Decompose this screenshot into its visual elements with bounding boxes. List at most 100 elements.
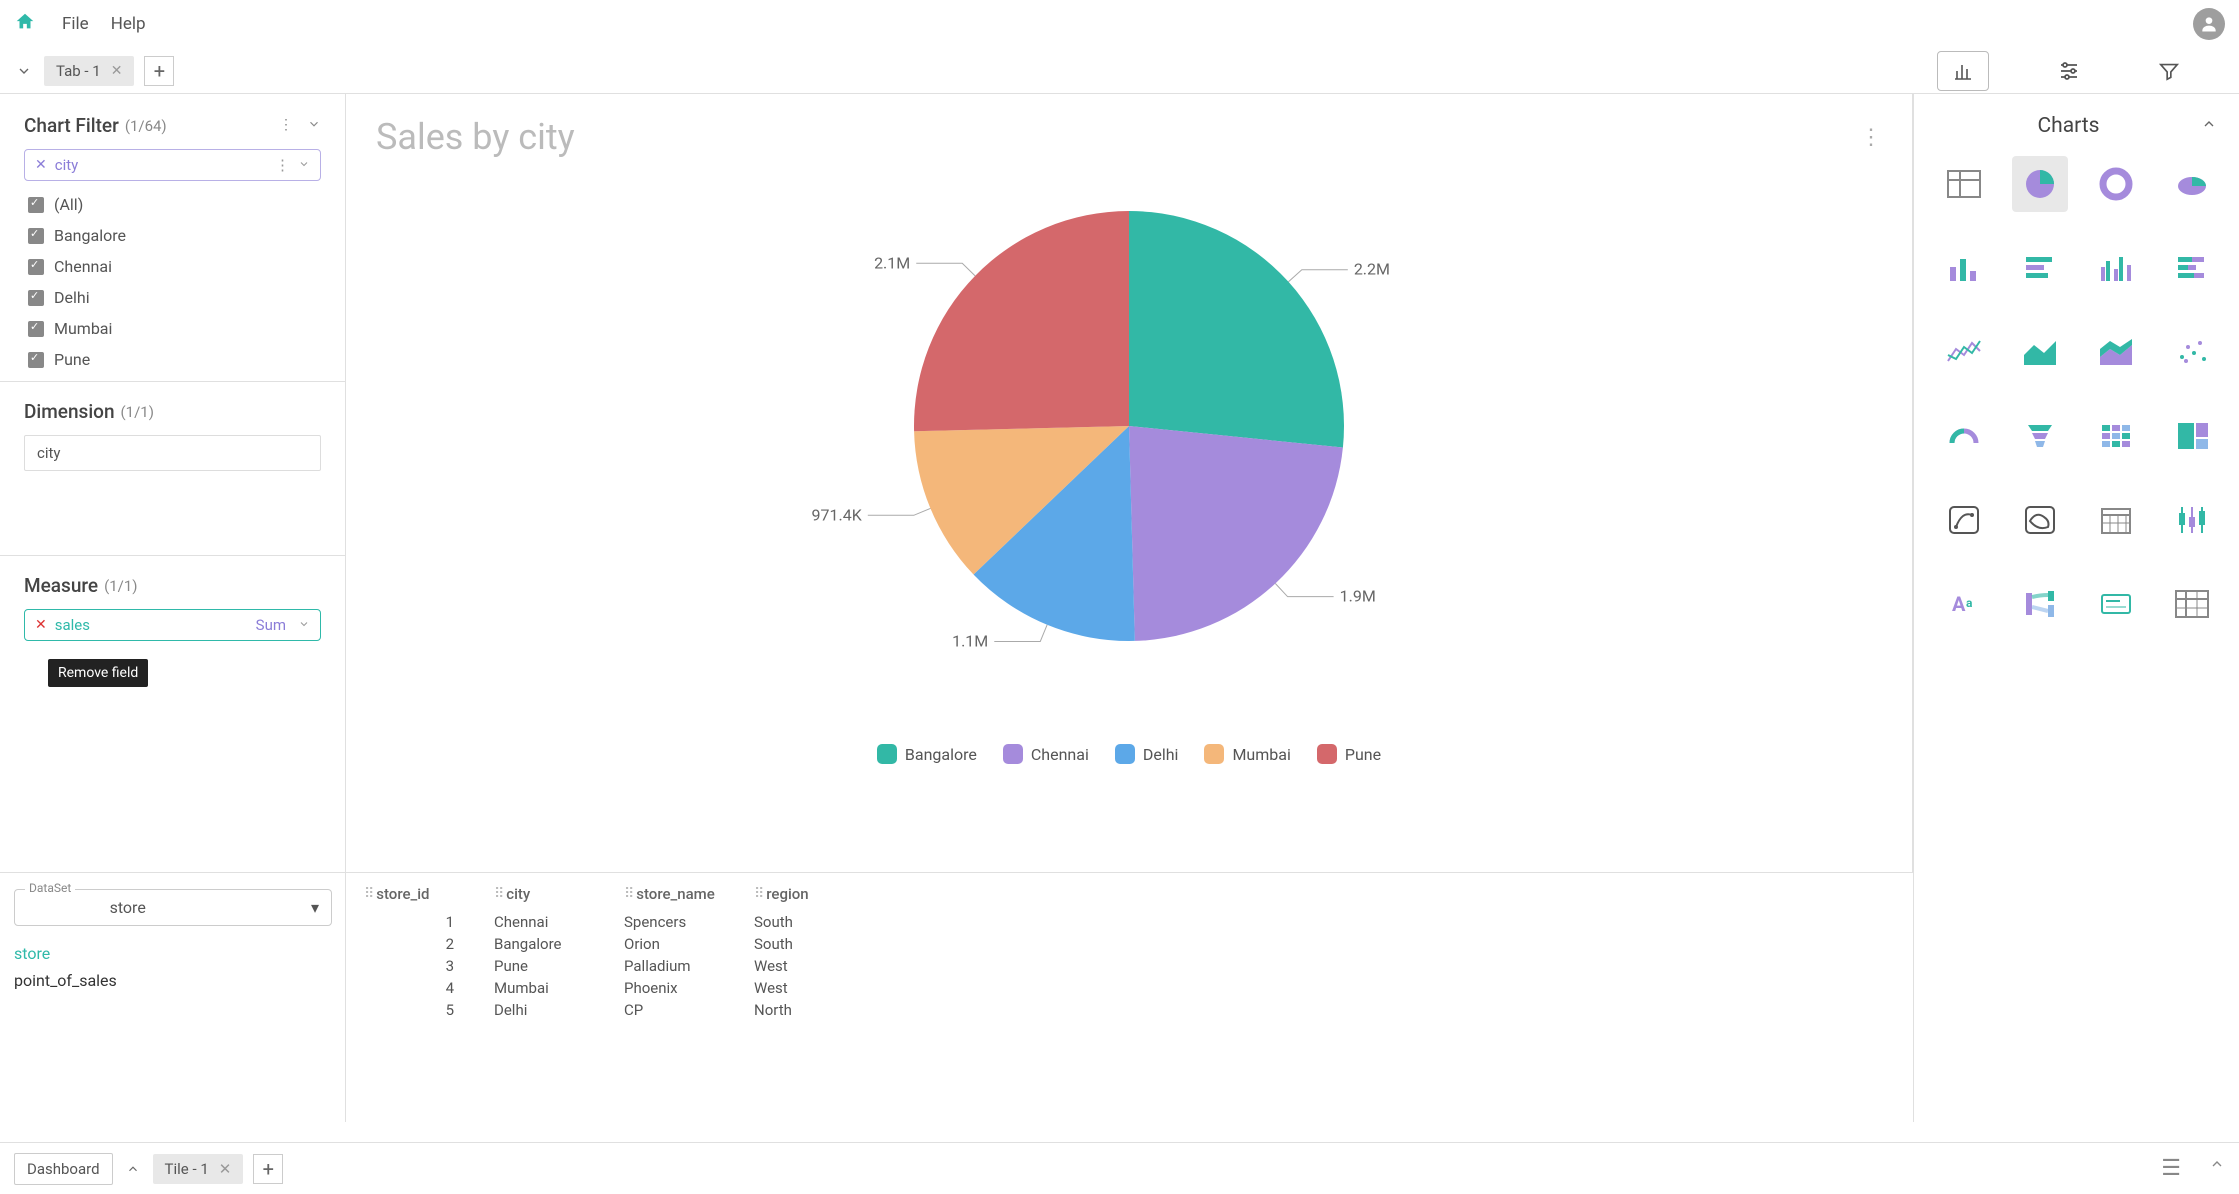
menu-file[interactable]: File bbox=[62, 14, 89, 34]
table-row[interactable]: 1ChennaiSpencersSouth bbox=[364, 911, 1895, 933]
filter-option[interactable]: Mumbai bbox=[28, 319, 321, 338]
chart-filter-more-icon[interactable]: ⋮ bbox=[279, 117, 293, 135]
chart-more-icon[interactable]: ⋮ bbox=[1860, 125, 1882, 150]
chart-type-pie[interactable] bbox=[2012, 156, 2068, 212]
footer-expand-icon[interactable] bbox=[123, 1159, 143, 1179]
tile-add-button[interactable]: + bbox=[253, 1154, 283, 1184]
settings-sliders-icon[interactable] bbox=[2049, 51, 2089, 91]
chart-type-scatter[interactable] bbox=[2164, 324, 2220, 380]
table-row[interactable]: 2BangaloreOrionSouth bbox=[364, 933, 1895, 955]
legend-swatch bbox=[1003, 744, 1023, 764]
tab-active[interactable]: Tab - 1 ✕ bbox=[44, 56, 134, 86]
checkbox-icon[interactable] bbox=[28, 259, 44, 275]
checkbox-icon[interactable] bbox=[28, 321, 44, 337]
drag-grip-icon[interactable]: ⠿ bbox=[494, 886, 502, 902]
chart-type-text[interactable]: Aa bbox=[1936, 576, 1992, 632]
table-header-cell[interactable]: ⠿city bbox=[494, 885, 624, 903]
legend-item[interactable]: Bangalore bbox=[877, 744, 977, 764]
chart-type-treemap[interactable] bbox=[2164, 408, 2220, 464]
filter-field-pill[interactable]: ✕ city ⋮ bbox=[24, 149, 321, 181]
chart-type-card[interactable] bbox=[2088, 576, 2144, 632]
measure-field-remove-icon[interactable]: ✕ bbox=[35, 617, 47, 633]
filter-option[interactable]: Chennai bbox=[28, 257, 321, 276]
checkbox-icon[interactable] bbox=[28, 290, 44, 306]
chart-type-map-route[interactable] bbox=[1936, 492, 1992, 548]
legend-item[interactable]: Pune bbox=[1317, 744, 1381, 764]
chart-type-map-area[interactable] bbox=[2012, 492, 2068, 548]
checkbox-icon[interactable] bbox=[28, 228, 44, 244]
filter-field-more-icon[interactable]: ⋮ bbox=[275, 156, 290, 174]
filter-option-label: Chennai bbox=[54, 257, 112, 276]
filter-option[interactable]: Delhi bbox=[28, 288, 321, 307]
footer-menu-icon[interactable]: ☰ bbox=[2161, 1156, 2181, 1181]
measure-title: Measure bbox=[24, 574, 98, 597]
table-header-cell[interactable]: ⠿region bbox=[754, 885, 854, 903]
chart-type-stacked-hbar[interactable] bbox=[2164, 240, 2220, 296]
drag-grip-icon[interactable]: ⠿ bbox=[364, 886, 372, 902]
chart-type-heatmap[interactable] bbox=[2088, 408, 2144, 464]
chart-filter-collapse-icon[interactable] bbox=[307, 117, 321, 135]
tab-close-icon[interactable]: ✕ bbox=[111, 63, 123, 79]
table-header-cell[interactable]: ⠿store_name bbox=[624, 885, 754, 903]
legend-item[interactable]: Delhi bbox=[1115, 744, 1179, 764]
dataset-select[interactable]: DataSet store ▾ bbox=[14, 889, 332, 926]
dataset-item[interactable]: point_of_sales bbox=[14, 967, 332, 994]
chart-type-calendar[interactable] bbox=[2088, 492, 2144, 548]
menubar: File Help bbox=[0, 0, 2239, 48]
chart-type-hbar[interactable] bbox=[2012, 240, 2068, 296]
tab-label: Tab - 1 bbox=[56, 62, 101, 80]
measure-agg-label[interactable]: Sum bbox=[256, 616, 286, 634]
pie-slice[interactable] bbox=[914, 211, 1129, 431]
tab-add-button[interactable]: + bbox=[144, 56, 174, 86]
filter-option[interactable]: (All) bbox=[28, 195, 321, 214]
chart-type-3d-pie[interactable] bbox=[2164, 156, 2220, 212]
charts-panel-collapse-icon[interactable] bbox=[2201, 116, 2217, 136]
legend-item[interactable]: Chennai bbox=[1003, 744, 1089, 764]
table-header-cell[interactable]: ⠿store_id bbox=[364, 885, 494, 903]
pie-slice[interactable] bbox=[1129, 211, 1344, 448]
chart-type-table[interactable] bbox=[1936, 156, 1992, 212]
menu-help[interactable]: Help bbox=[111, 14, 146, 34]
table-cell: 2 bbox=[364, 935, 494, 953]
chart-type-area[interactable] bbox=[2012, 324, 2068, 380]
column-label: store_name bbox=[636, 885, 715, 903]
table-row[interactable]: 5DelhiCPNorth bbox=[364, 999, 1895, 1021]
pie-slice[interactable] bbox=[1129, 426, 1343, 641]
chart-type-line[interactable] bbox=[1936, 324, 1992, 380]
tile-tab[interactable]: Tile - 1 ✕ bbox=[153, 1154, 244, 1184]
view-chart-icon[interactable] bbox=[1937, 51, 1989, 91]
table-row[interactable]: 3PunePalladiumWest bbox=[364, 955, 1895, 977]
tabs-dropdown-icon[interactable] bbox=[14, 61, 34, 81]
footer-collapse-icon[interactable] bbox=[2209, 1156, 2225, 1181]
user-avatar-icon[interactable] bbox=[2193, 8, 2225, 40]
dashboard-button[interactable]: Dashboard bbox=[14, 1153, 113, 1185]
drag-grip-icon[interactable]: ⠿ bbox=[624, 886, 632, 902]
home-icon[interactable] bbox=[14, 11, 40, 37]
legend-item[interactable]: Mumbai bbox=[1204, 744, 1290, 764]
filter-funnel-icon[interactable] bbox=[2149, 51, 2189, 91]
svg-text:A: A bbox=[1952, 592, 1966, 616]
chart-type-funnel[interactable] bbox=[2012, 408, 2068, 464]
chart-type-pivot[interactable] bbox=[2164, 576, 2220, 632]
table-row[interactable]: 4MumbaiPhoenixWest bbox=[364, 977, 1895, 999]
filter-field-remove-icon[interactable]: ✕ bbox=[35, 157, 47, 173]
chart-type-stacked-area[interactable] bbox=[2088, 324, 2144, 380]
chart-type-gauge[interactable] bbox=[1936, 408, 1992, 464]
measure-field-pill[interactable]: ✕ sales Sum bbox=[24, 609, 321, 641]
tile-close-icon[interactable]: ✕ bbox=[219, 1160, 232, 1178]
chart-type-sankey[interactable] bbox=[2012, 576, 2068, 632]
filter-option[interactable]: Bangalore bbox=[28, 226, 321, 245]
chart-type-donut[interactable] bbox=[2088, 156, 2144, 212]
chart-type-grouped-bar[interactable] bbox=[2088, 240, 2144, 296]
dataset-item[interactable]: store bbox=[14, 940, 332, 967]
chart-type-candlestick[interactable] bbox=[2164, 492, 2220, 548]
dimension-field[interactable]: city bbox=[24, 435, 321, 471]
filter-option[interactable]: Pune bbox=[28, 350, 321, 369]
drag-grip-icon[interactable]: ⠿ bbox=[754, 886, 762, 902]
measure-agg-expand-icon[interactable] bbox=[298, 616, 310, 634]
table-cell: CP bbox=[624, 1001, 754, 1019]
checkbox-icon[interactable] bbox=[28, 197, 44, 213]
filter-field-expand-icon[interactable] bbox=[298, 156, 310, 174]
checkbox-icon[interactable] bbox=[28, 352, 44, 368]
chart-type-bar[interactable] bbox=[1936, 240, 1992, 296]
